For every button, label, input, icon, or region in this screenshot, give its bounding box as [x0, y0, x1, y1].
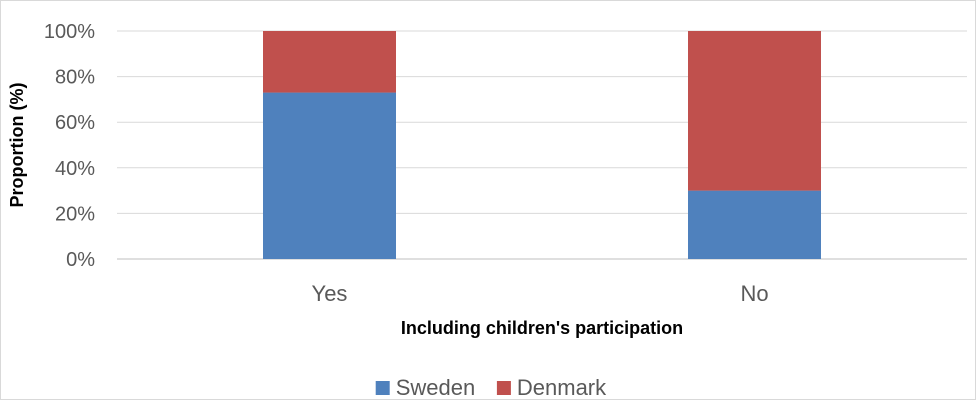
y-tick-label: 40%: [55, 158, 95, 180]
legend-label-sweden: Sweden: [396, 375, 476, 400]
y-tick-label: 0%: [66, 249, 95, 271]
x-category-label: Yes: [312, 281, 348, 306]
x-category-labels: Yes No: [312, 281, 769, 306]
gridlines: [117, 30, 967, 260]
legend-swatch-sweden: [375, 381, 390, 395]
x-axis-title: Including children's participation: [401, 318, 683, 338]
legend-label-denmark: Denmark: [517, 375, 607, 400]
legend-swatch-denmark: [496, 381, 511, 395]
legend: Sweden Denmark: [375, 375, 607, 400]
y-tick-label: 100%: [44, 21, 95, 43]
x-category-label: No: [740, 281, 768, 306]
bar-sweden-yes: [263, 92, 396, 259]
y-axis-title: Proportion (%): [7, 83, 27, 208]
y-tick-label: 80%: [55, 67, 95, 89]
bars: [263, 31, 821, 259]
y-tick-labels: 0% 20% 40% 60% 80% 100%: [44, 21, 95, 271]
bar-sweden-no: [688, 190, 821, 259]
bar-denmark-no: [688, 31, 821, 191]
bar-denmark-yes: [263, 31, 396, 93]
y-tick-label: 60%: [55, 112, 95, 134]
y-tick-label: 20%: [55, 203, 95, 225]
